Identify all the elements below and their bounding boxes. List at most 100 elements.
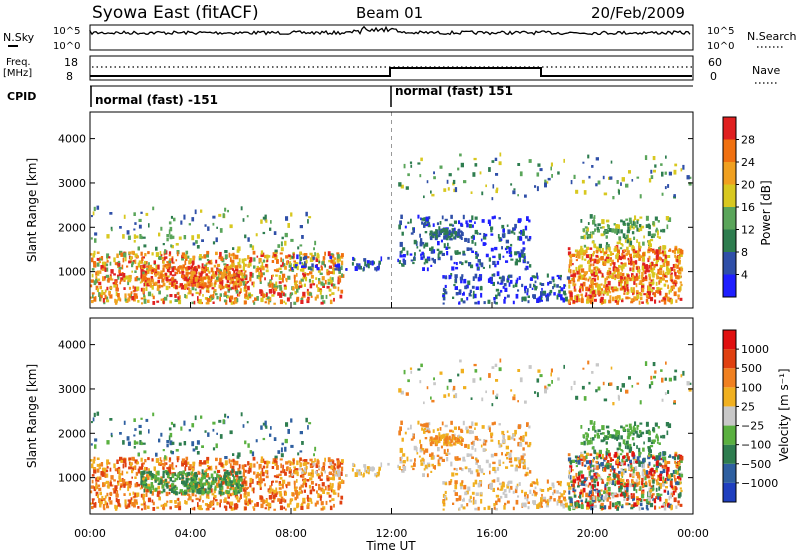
velocity-cell [258, 479, 262, 485]
power-cell [334, 268, 338, 271]
power-cell [287, 254, 291, 258]
nsky-tick-top: 10^5 [53, 26, 80, 37]
power-cell [602, 175, 605, 180]
power-cell [212, 301, 215, 304]
power-cell [317, 268, 321, 273]
power-cell [621, 252, 624, 258]
velocity-cell [140, 480, 143, 485]
power-cell [115, 291, 118, 297]
power-cell [433, 249, 436, 254]
power-cell [97, 278, 101, 281]
power-cell [120, 253, 123, 257]
power-cell [596, 275, 599, 281]
velocity-cell [637, 474, 641, 479]
velocity-cell [651, 493, 655, 496]
power-cell [207, 278, 211, 283]
power-cell [652, 233, 656, 237]
power-cell [143, 298, 147, 304]
velocity-cell [597, 489, 601, 494]
power-cell [420, 238, 423, 243]
power-cell [224, 254, 228, 259]
velocity-cell [318, 484, 321, 487]
power-cell [157, 264, 160, 270]
power-cell [243, 287, 247, 292]
velocity-cell [513, 394, 516, 397]
power-cell [315, 277, 318, 280]
power-cell [248, 261, 252, 267]
power-cell [432, 223, 435, 227]
power-cell [482, 242, 486, 246]
velocity-cell [512, 433, 515, 438]
power-cell [127, 293, 131, 296]
power-cell [467, 280, 471, 286]
velocity-cell [206, 459, 209, 464]
power-cell [578, 269, 581, 274]
power-cell [272, 252, 275, 256]
power-cell [104, 267, 107, 272]
power-cell [91, 292, 95, 295]
power-cell [119, 279, 123, 282]
power-cell [280, 241, 283, 247]
velocity-cell [140, 493, 144, 498]
power-cell [655, 261, 658, 267]
velocity-cell [399, 447, 403, 453]
power-cell [661, 250, 665, 254]
velocity-cell [238, 476, 241, 480]
velocity-cell [581, 502, 584, 506]
power-cell [661, 171, 664, 177]
power-cell [145, 286, 148, 291]
velocity-cell [621, 383, 625, 388]
power-cell [446, 229, 449, 235]
velocity-cell [501, 439, 506, 444]
velocity-cell [158, 438, 161, 443]
velocity-cell [185, 481, 188, 484]
power-cell [332, 269, 335, 275]
power-cell [296, 273, 298, 277]
velocity-cell [302, 463, 305, 467]
power-cell [216, 267, 219, 272]
power-cell [596, 226, 600, 231]
power-cell [227, 265, 231, 270]
power-cell [140, 274, 143, 279]
power-cell [472, 290, 475, 296]
power-cell [328, 288, 332, 292]
velocity-cell [534, 391, 537, 394]
power-cell [483, 301, 486, 305]
velocity-cell [289, 499, 292, 505]
power-cell [603, 251, 608, 255]
velocity-cell [200, 415, 203, 419]
power-cell [313, 247, 315, 251]
power-cell [168, 254, 171, 257]
velocity-cell [181, 462, 184, 467]
power-cell [668, 289, 671, 295]
velocity-cell [568, 486, 572, 490]
velocity-cell [259, 484, 262, 488]
velocity-cell [318, 486, 321, 491]
velocity-cell [203, 482, 207, 486]
velocity-cell [93, 412, 96, 418]
power-cell [618, 281, 621, 287]
velocity-cell [90, 490, 93, 494]
power-cell [654, 299, 657, 304]
power-cell [432, 232, 436, 236]
velocity-cell [523, 459, 526, 463]
power-cell [621, 244, 624, 247]
power-cell [247, 285, 250, 291]
power-cell [251, 245, 255, 251]
velocity-cell [160, 504, 163, 507]
power-cell [475, 256, 478, 259]
velocity-cell [109, 492, 113, 496]
velocity-cell [204, 470, 207, 473]
velocity-cell [271, 466, 275, 469]
velocity-cell [157, 485, 160, 490]
power-cell [420, 253, 422, 257]
power-cell [255, 268, 258, 273]
power-cell [437, 253, 440, 259]
velocity-cell [491, 403, 494, 407]
power-cell [625, 234, 629, 239]
velocity-cell [280, 470, 283, 474]
velocity-cell [332, 489, 336, 495]
velocity-cell [417, 420, 420, 425]
power-cell [194, 209, 197, 215]
power-cell [409, 253, 413, 256]
